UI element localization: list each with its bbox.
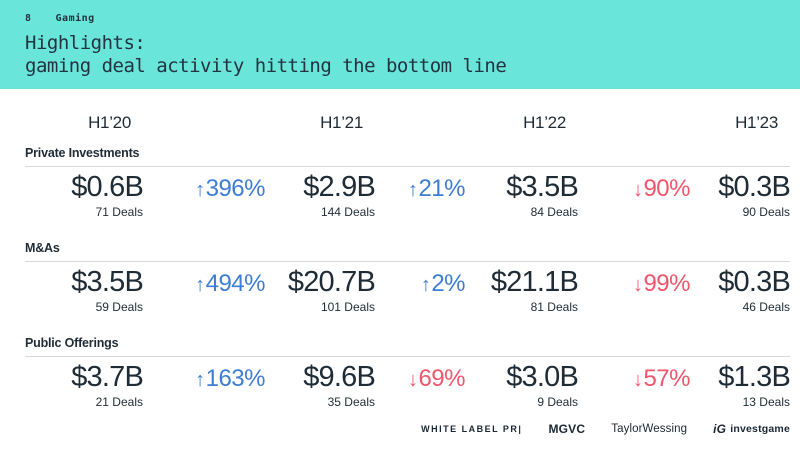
table-row: $0.6B 71 Deals ↑396% $2.9B 144 Deals ↑21… [25,171,791,219]
page-meta: 8 Gaming [25,13,775,24]
table-row: $3.5B 59 Deals ↑494% $20.7B 101 Deals ↑2… [25,266,791,314]
value-cell: $3.0B 9 Deals [465,361,579,409]
value-cell: $2.9B 144 Deals [265,171,376,219]
section-title: Public Offerings [25,336,119,350]
change-percent: ↑494% [143,270,265,299]
section-title: Private Investments [25,146,140,160]
investgame-wordmark: investgame [730,423,790,435]
section-public-offerings: Public Offerings $3.7B 21 Deals ↑163% $9… [25,336,791,409]
value-cell: $21.1B 81 Deals [465,266,579,314]
value-cell: $0.3B 90 Deals [690,171,791,219]
change-percent: ↓69% [375,365,466,394]
divider [25,166,790,167]
divider [25,356,790,357]
amount-value: $0.3B [718,266,791,298]
white-label-pr-logo: WHITE LABEL PR| [421,424,523,434]
change-percent: ↑163% [143,365,265,394]
value-cell: $3.7B 21 Deals [25,361,144,409]
deal-count: 21 Deals [95,395,143,409]
deal-count: 90 Deals [742,205,790,219]
deal-count: 81 Deals [530,300,578,314]
amount-value: $9.6B [303,361,376,393]
investgame-icon: iG [713,422,727,436]
table-row: $3.7B 21 Deals ↑163% $9.6B 35 Deals ↓69%… [25,361,791,409]
value-cell: $3.5B 84 Deals [465,171,579,219]
amount-value: $3.7B [71,361,144,393]
amount-value: $3.0B [506,361,579,393]
amount-value: $2.9B [303,171,376,203]
amount-value: $3.5B [506,171,579,203]
amount-value: $3.5B [71,266,144,298]
section-title: M&As [25,241,60,255]
change-percent: ↓57% [578,365,691,394]
up-arrow-icon: ↑ [407,179,418,201]
percent-value: 99% [643,270,690,297]
deal-count: 9 Deals [537,395,578,409]
page-number: 8 [25,13,32,24]
slide-title: Highlights: gaming deal activity hitting… [25,32,775,78]
down-arrow-icon: ↓ [632,369,643,391]
change-percent: ↑21% [375,175,466,204]
percent-value: 90% [643,175,690,202]
value-cell: $3.5B 59 Deals [25,266,144,314]
amount-value: $0.3B [718,171,791,203]
change-percent: ↓90% [578,175,691,204]
amount-value: $21.1B [490,266,579,298]
deal-count: 35 Deals [327,395,375,409]
value-cell: $9.6B 35 Deals [265,361,376,409]
footer-logos: WHITE LABEL PR| MGVC TaylorWessing iG in… [421,422,790,436]
investgame-logo: iG investgame [713,422,790,436]
change-percent: ↑2% [375,270,466,299]
value-cell: $0.6B 71 Deals [25,171,144,219]
percent-value: 163% [205,365,266,392]
up-arrow-icon: ↑ [195,179,205,201]
deal-count: 46 Deals [742,300,790,314]
percent-value: 57% [643,365,690,392]
amount-value: $20.7B [287,266,376,298]
column-header-h120: H1’20 [88,113,131,132]
percent-value: 69% [418,365,465,392]
up-arrow-icon: ↑ [420,274,431,296]
percent-value: 396% [205,175,266,202]
percent-value: 494% [205,270,266,297]
change-percent: ↑396% [143,175,265,204]
section-mas: M&As $3.5B 59 Deals ↑494% $20.7B 101 Dea… [25,241,791,314]
value-cell: $1.3B 13 Deals [690,361,791,409]
taylor-wessing-logo: TaylorWessing [611,423,688,435]
change-percent: ↓99% [578,270,691,299]
up-arrow-icon: ↑ [195,369,205,391]
mgvc-logo: MGVC [548,422,586,436]
up-arrow-icon: ↑ [195,274,205,296]
divider [25,261,790,262]
table-content: H1’20 H1’21 H1’22 H1’23 Private Investme… [0,113,800,409]
down-arrow-icon: ↓ [632,274,643,296]
column-header-row: H1’20 H1’21 H1’22 H1’23 [25,113,790,133]
deal-count: 71 Deals [95,205,143,219]
deal-count: 101 Deals [320,300,375,314]
column-header-h122: H1’22 [523,113,566,132]
column-header-h121: H1’21 [320,113,363,132]
header-band: 8 Gaming Highlights: gaming deal activit… [0,0,800,89]
deal-count: 59 Deals [95,300,143,314]
value-cell: $20.7B 101 Deals [265,266,376,314]
down-arrow-icon: ↓ [632,179,643,201]
deal-count: 84 Deals [530,205,578,219]
deal-count: 13 Deals [742,395,790,409]
deal-count: 144 Deals [320,205,375,219]
amount-value: $0.6B [71,171,144,203]
title-line-1: Highlights: [25,32,146,54]
percent-value: 21% [418,175,465,202]
value-cell: $0.3B 46 Deals [690,266,791,314]
down-arrow-icon: ↓ [407,369,418,391]
amount-value: $1.3B [718,361,791,393]
percent-value: 2% [431,270,465,297]
title-line-2: gaming deal activity hitting the bottom … [25,55,507,77]
section-private-investments: Private Investments $0.6B 71 Deals ↑396%… [25,146,791,219]
section-tag: Gaming [55,13,95,24]
column-header-h123: H1’23 [735,113,778,132]
